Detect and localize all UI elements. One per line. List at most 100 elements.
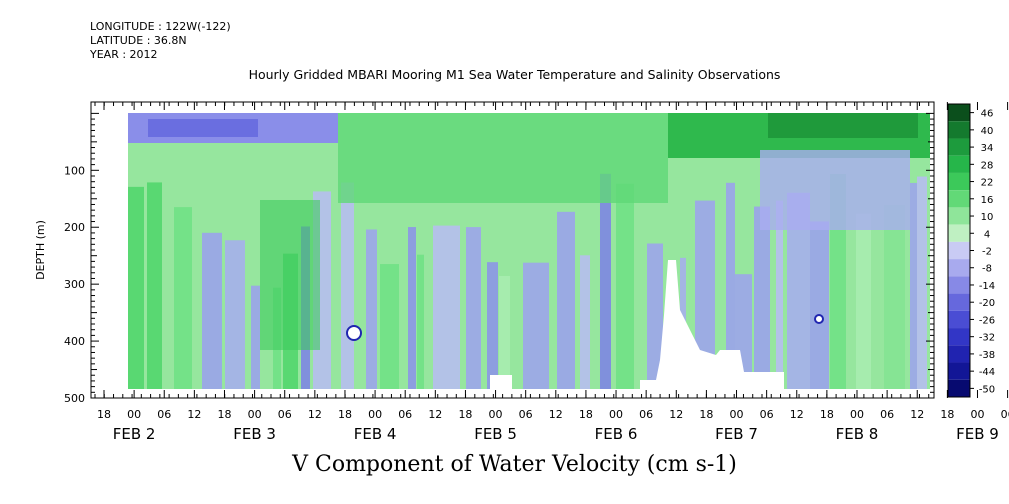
colorbar-label: 28: [981, 160, 994, 171]
y-tick-label: 200: [64, 221, 85, 234]
latitude-label: LATITUDE : 36.8N: [90, 34, 187, 47]
colorbar-label: 22: [981, 178, 994, 189]
field-band: [433, 225, 460, 389]
colorbar-label: -8: [982, 264, 992, 275]
colorbar-label: -32: [979, 333, 995, 344]
colorbar-swatch: [948, 259, 970, 277]
field-band: [499, 276, 510, 389]
x-hour-label: 18: [579, 408, 593, 421]
longitude-label: LONGITUDE : 122W(-122): [90, 20, 231, 33]
colorbar-swatch: [948, 293, 970, 311]
x-day-label: FEB 4: [354, 425, 397, 443]
missing-data: [640, 260, 784, 389]
field-band: [523, 262, 549, 389]
colorbar-label: 16: [981, 195, 994, 206]
colorbar-swatch: [948, 379, 970, 397]
field-band: [260, 200, 320, 350]
y-tick-label: 100: [64, 164, 85, 177]
surface-band: [338, 113, 668, 203]
colorbar: 46 40 34 28 22 16 10 4 -2 -8 -14 -20 -26 -32 -38 -44 -50: [947, 103, 995, 398]
field-band: [466, 227, 481, 389]
x-hour-label: 06: [519, 408, 533, 421]
y-tick-label: 500: [64, 392, 85, 405]
colorbar-swatch: [948, 310, 970, 329]
field-band: [787, 192, 810, 389]
field-band: [147, 182, 162, 389]
field-band: [600, 173, 611, 389]
variable-title: V Component of Water Velocity (cm s-1): [292, 452, 737, 477]
x-hour-label: 06: [639, 408, 653, 421]
field-band: [366, 229, 377, 389]
colorbar-swatch: [948, 155, 970, 173]
header-info: LONGITUDE : 122W(-122) LATITUDE : 36.8N …: [90, 20, 231, 62]
x-hour-label: 00: [489, 408, 503, 421]
x-hour-label: 06: [278, 408, 292, 421]
colorbar-label: -14: [979, 281, 995, 292]
plot-axes: 18 00 06 12 18 00 06 12 18 00 06 12 18 00 06 12 18 00 06 12…: [34, 101, 1009, 443]
colorbar-label: -26: [979, 315, 995, 326]
velocity-field: [128, 113, 930, 389]
x-hour-label: 00: [730, 408, 744, 421]
x-day-label: FEB 7: [715, 425, 758, 443]
field-band: [647, 243, 663, 389]
colorbar-label: 10: [981, 212, 994, 223]
x-hour-label: 06: [157, 408, 171, 421]
x-hour-label: 18: [338, 408, 352, 421]
field-band: [695, 200, 715, 389]
x-hour-label: 00: [850, 408, 864, 421]
colorbar-swatch: [948, 241, 970, 260]
x-hour-label: 06: [1001, 408, 1009, 421]
field-band: [754, 206, 770, 389]
x-hour-label: 06: [760, 408, 774, 421]
x-hour-label: 12: [428, 408, 442, 421]
field-band: [174, 207, 192, 389]
colorbar-label: -2: [982, 247, 992, 258]
field-band: [380, 264, 399, 389]
y-axis-label: DEPTH (m): [34, 220, 47, 280]
colorbar-label: 34: [981, 143, 994, 154]
x-hour-label: 12: [669, 408, 683, 421]
colorbar-swatch: [948, 138, 970, 156]
x-day-label: FEB 6: [595, 425, 638, 443]
field-band: [776, 200, 783, 389]
x-hour-label: 18: [97, 408, 111, 421]
x-hour-label: 18: [458, 408, 472, 421]
y-tick-label: 300: [64, 278, 85, 291]
colorbar-label: -44: [979, 367, 995, 378]
colorbar-swatch: [948, 224, 970, 242]
colorbar-swatch: [948, 207, 970, 225]
x-hour-label: 00: [970, 408, 984, 421]
field-band: [417, 254, 424, 389]
field-band: [760, 150, 910, 230]
colorbar-swatch: [948, 345, 970, 363]
field-band: [726, 182, 735, 389]
field-band: [580, 255, 590, 389]
colorbar-label: 46: [981, 109, 994, 120]
field-band: [225, 240, 245, 389]
colorbar-swatch: [948, 328, 970, 346]
missing-data: [490, 375, 512, 389]
x-day-label: FEB 2: [113, 425, 156, 443]
x-day-label: FEB 9: [956, 425, 999, 443]
colorbar-label: -38: [979, 350, 995, 361]
field-band: [616, 183, 634, 389]
chart-title: Hourly Gridded MBARI Mooring M1 Sea Wate…: [248, 67, 781, 82]
field-band: [810, 221, 829, 389]
colorbar-swatch: [948, 190, 970, 208]
surface-band: [768, 113, 918, 138]
x-day-label: FEB 5: [474, 425, 517, 443]
field-band: [251, 285, 260, 389]
colorbar-swatch: [948, 121, 970, 139]
colorbar-label: -20: [979, 298, 995, 309]
x-hour-label: 18: [820, 408, 834, 421]
x-hour-label: 06: [398, 408, 412, 421]
x-hour-label: 00: [248, 408, 262, 421]
year-label: YEAR : 2012: [90, 48, 158, 61]
missing-data: [346, 325, 362, 341]
x-hour-label: 12: [790, 408, 804, 421]
x-hour-label: 12: [308, 408, 322, 421]
field-band: [341, 182, 354, 389]
x-hour-label: 18: [699, 408, 713, 421]
x-hour-label: 00: [609, 408, 623, 421]
